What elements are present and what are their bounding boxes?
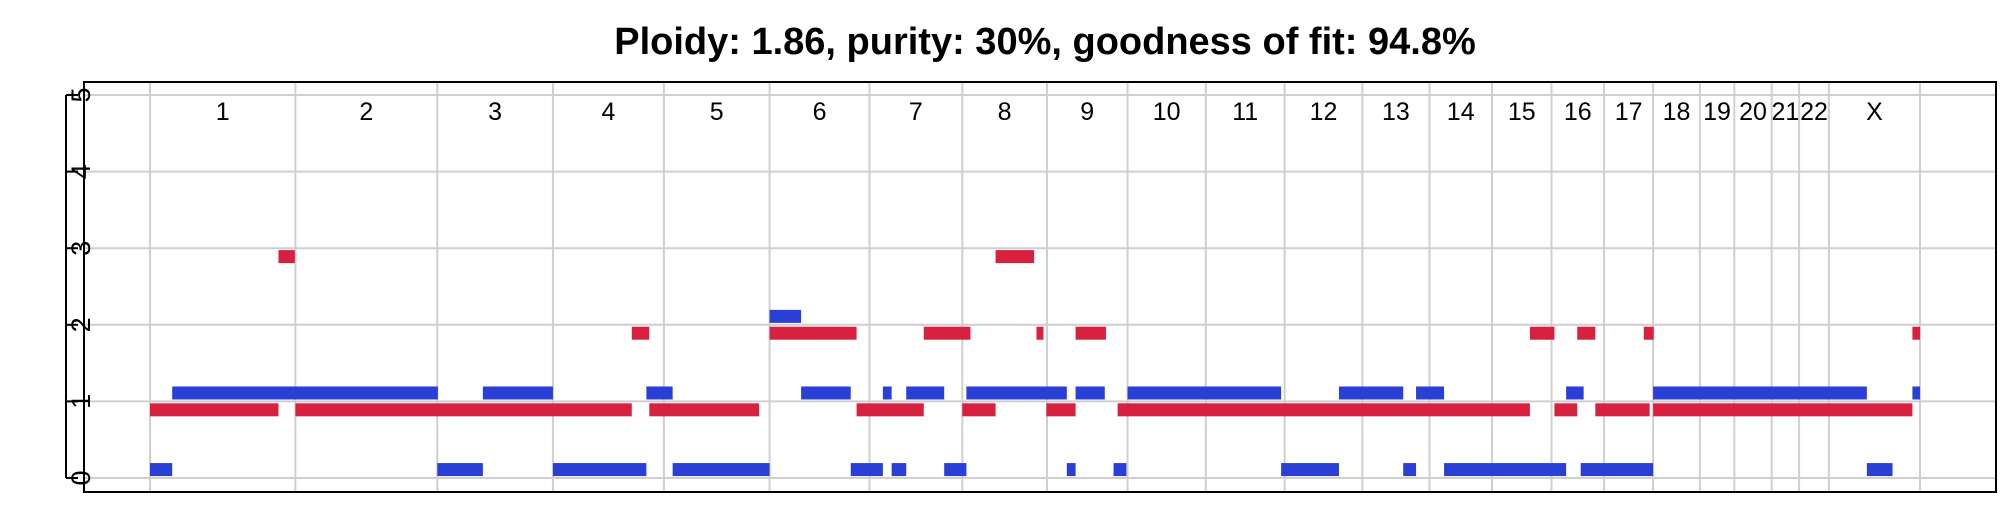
chromosome-label: 21 [1771,98,1799,126]
major-copy-segment [1577,326,1596,340]
major-copy-segment [1117,403,1530,417]
chromosome-label: 4 [601,98,615,126]
major-copy-segment [856,403,924,417]
chromosome-label: 22 [1800,98,1828,126]
chromosome-label: 1 [216,98,230,126]
chromosome-label: 9 [1080,98,1094,126]
y-tick-label: 1 [66,394,96,409]
chart-title: Ploidy: 1.86, purity: 30%, goodness of f… [614,21,1476,63]
y-tick-label: 2 [66,317,96,332]
chromosome-label: 7 [909,98,923,126]
major-copy-segment [1595,403,1650,417]
chromosome-label: 16 [1564,98,1592,126]
minor-copy-segment [482,386,553,400]
minor-copy-segment [1075,386,1105,400]
major-copy-segment [1075,326,1106,340]
chromosome-label: 2 [359,98,373,126]
chromosome-label: 12 [1310,98,1338,126]
minor-copy-segment [1866,463,1893,477]
y-tick-label: 4 [66,164,96,179]
minor-copy-segment [891,463,907,477]
major-copy-segment [769,326,857,340]
minor-copy-segment [882,386,892,400]
minor-copy-segment [552,463,647,477]
major-copy-segment [962,403,996,417]
chromosome-label: 18 [1663,98,1691,126]
major-copy-segment [1046,403,1076,417]
chromosome-label: 3 [488,98,502,126]
minor-copy-segment [1653,386,1867,400]
minor-copy-segment [1113,463,1127,477]
chromosome-label: 8 [998,98,1012,126]
major-copy-segment [995,250,1035,264]
chromosome-label: 10 [1153,98,1181,126]
y-tick-label: 5 [66,87,96,102]
grid-layer [84,82,1996,492]
major-copy-segment [278,250,295,264]
y-tick-label: 0 [66,470,96,485]
minor-copy-segment [1444,463,1567,477]
major-copy-segment [1653,403,1913,417]
y-tick-label: 3 [66,241,96,256]
minor-copy-segment [1580,463,1654,477]
major-copy-segment [1643,326,1654,340]
minor-copy-segment [1066,463,1076,477]
major-copy-segment [150,403,279,417]
major-copy-segment [1529,326,1555,340]
minor-copy-segment [850,463,883,477]
chromosome-label: 15 [1508,98,1536,126]
chromosome-label: 14 [1447,98,1475,126]
minor-copy-segment [646,386,673,400]
chromosome-label: 13 [1382,98,1410,126]
major-copy-segment [1036,326,1044,340]
minor-copy-segment [1338,386,1404,400]
major-copy-segment [1912,326,1920,340]
major-copy-segment [631,326,650,340]
minor-copy-segment [1566,386,1584,400]
minor-copy-segment [150,463,173,477]
chromosome-label: X [1866,98,1883,126]
chromosome-label: 19 [1703,98,1731,126]
minor-copy-segment [769,309,802,323]
chromosome-label: 11 [1232,98,1258,126]
minor-copy-segment [1403,463,1417,477]
minor-copy-segment [906,386,945,400]
axis-layer: 0 1 2 3 4 5 [65,87,96,486]
minor-copy-segment [801,386,851,400]
major-copy-segment [649,403,760,417]
chromosome-label-layer: 1 2 3 4 5 6 7 8 9 10 11 12 13 14 15 16 17 18 19 20 21 22 X [216,98,1883,126]
minor-copy-segment [672,463,770,477]
major-copy-segment [923,326,971,340]
major-copy-segment [295,403,632,417]
chromosome-label: 6 [813,98,827,126]
minor-copy-segment [1281,463,1339,477]
chromosome-label: 5 [710,98,724,126]
minor-copy-segment [1416,386,1445,400]
major-copy-segment [1554,403,1578,417]
minor-copy-segment [944,463,967,477]
segment-layer [150,250,1920,477]
chromosome-label: 20 [1739,98,1767,126]
minor-copy-segment [1912,386,1920,400]
minor-copy-segment [172,386,438,400]
chromosome-label: 17 [1615,98,1643,126]
minor-copy-segment [437,463,483,477]
plot-frame [83,81,1997,493]
minor-copy-segment [1127,386,1282,400]
minor-copy-segment [966,386,1067,400]
